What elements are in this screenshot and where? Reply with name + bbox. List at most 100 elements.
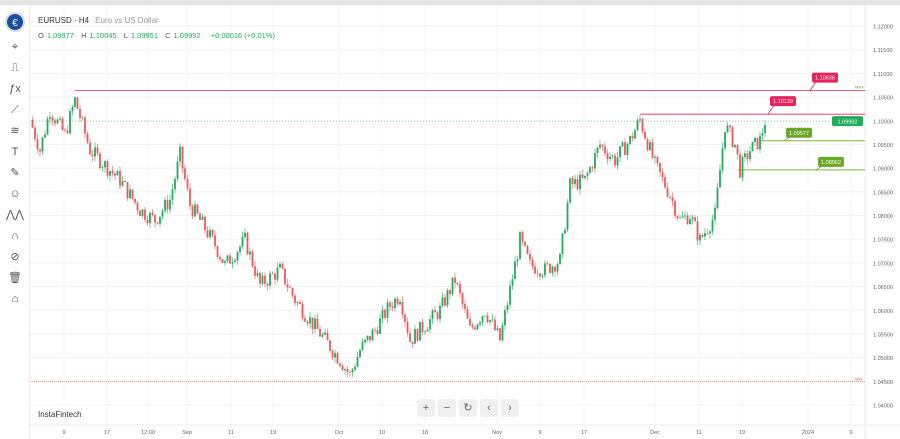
candle-body <box>351 369 354 373</box>
indicators-icon[interactable]: ⎍ <box>11 62 19 74</box>
scroll-right-button[interactable]: › <box>501 399 519 417</box>
brush-icon[interactable]: ✎ <box>10 167 20 179</box>
candle-body <box>649 142 651 151</box>
candle-body <box>506 304 509 311</box>
y-tick-label: 1.04500 <box>873 380 893 386</box>
candle-body <box>349 372 351 373</box>
pattern-icon[interactable]: ⋀⋀ <box>5 209 25 221</box>
candle-body <box>641 119 644 132</box>
candle-body <box>659 162 661 173</box>
candle-body <box>526 245 529 254</box>
current-price-label: 1.09992 <box>838 120 858 126</box>
candle-body <box>509 285 511 305</box>
candle-body <box>146 219 149 224</box>
candle-body <box>111 170 114 174</box>
level-tag <box>818 156 844 167</box>
level-tag <box>786 127 812 138</box>
candle-body <box>291 287 294 296</box>
candle-body <box>619 146 621 158</box>
candle-body <box>144 209 146 220</box>
candle-body <box>714 207 716 220</box>
close-label: C <box>165 31 171 40</box>
reset-button[interactable]: ↻ <box>459 399 477 417</box>
candle-body <box>319 328 321 337</box>
x-tick-label: 18 <box>422 430 428 436</box>
emoji-icon[interactable]: ☺ <box>9 188 21 200</box>
candle-body <box>491 319 494 321</box>
candle-body <box>501 325 504 341</box>
candle-body <box>259 272 261 284</box>
x-tick-label: 9 <box>849 430 852 436</box>
candle-body <box>401 301 404 315</box>
candle-body <box>264 275 266 285</box>
candle-body <box>656 156 659 163</box>
eurusd-flag-icon[interactable]: € <box>5 12 25 32</box>
candle-body <box>164 199 166 212</box>
candle-body <box>739 154 741 178</box>
candle-body <box>236 252 239 261</box>
candle-body <box>629 135 631 144</box>
candle-body <box>211 229 214 236</box>
text-icon[interactable]: T <box>11 146 19 158</box>
level-pointer <box>767 104 775 115</box>
candle-body <box>44 134 46 138</box>
candle-body <box>266 284 269 286</box>
candle-body <box>256 272 259 276</box>
candle-body <box>169 199 171 210</box>
candle-body <box>311 317 314 330</box>
candle-body <box>34 127 36 140</box>
magnet-icon[interactable]: ∩ <box>11 230 19 242</box>
y-tick-label: 1.11500 <box>873 48 892 54</box>
candle-body <box>374 329 376 331</box>
candle-body <box>161 211 164 217</box>
y-tick-label: 1.06500 <box>873 285 893 291</box>
candle-body <box>296 302 299 303</box>
zoom-in-button[interactable]: + <box>417 399 435 417</box>
candle-body <box>734 144 736 148</box>
candle-body <box>631 135 634 139</box>
candle-body <box>466 309 469 319</box>
fx-icon[interactable]: ƒx <box>9 83 21 95</box>
candle-body <box>116 170 119 176</box>
candle-body <box>429 319 431 330</box>
candle-body <box>496 328 499 331</box>
x-tick-label: Nov <box>492 430 502 436</box>
high-label: H <box>81 31 87 40</box>
zoom-out-button[interactable]: − <box>438 399 456 417</box>
candle-body <box>206 230 209 237</box>
candle-body <box>606 153 609 160</box>
fib-icon[interactable]: ≋ <box>10 125 20 137</box>
candle-body <box>441 297 444 306</box>
candle-body <box>269 273 271 286</box>
candle-body <box>331 350 334 358</box>
candle-body <box>271 273 274 275</box>
candle-body <box>234 260 236 263</box>
candle-body <box>389 302 391 307</box>
candle-body <box>736 144 739 155</box>
symbol-description: Euro vs US Dollar <box>95 16 159 25</box>
candle-body <box>369 335 371 341</box>
candle-body <box>324 332 326 335</box>
candle-body <box>761 133 764 136</box>
trash-icon[interactable]: 🗑 <box>8 272 22 284</box>
candle-body <box>594 153 596 169</box>
draw-line-icon[interactable]: ⟋ <box>11 104 19 116</box>
y-tick-label: 1.06000 <box>873 309 893 315</box>
candle-body <box>49 117 51 119</box>
candle-body <box>136 202 139 211</box>
candle-body <box>614 155 616 166</box>
y-tick-label: 1.05500 <box>873 332 893 338</box>
symbol-title: EURUSD · H4 <box>38 16 90 25</box>
home-icon[interactable]: ⌂ <box>11 293 19 305</box>
top-bar <box>0 0 900 5</box>
candle-body <box>636 120 639 131</box>
cursor-icon[interactable]: ⌖ <box>11 41 19 53</box>
eye-off-icon[interactable]: ⊘ <box>10 251 20 263</box>
candle-body <box>199 213 201 220</box>
scroll-left-button[interactable]: ‹ <box>480 399 498 417</box>
candle-body <box>121 181 124 186</box>
candle-body <box>409 333 411 342</box>
candle-body <box>316 318 319 329</box>
candle-body <box>176 161 179 179</box>
